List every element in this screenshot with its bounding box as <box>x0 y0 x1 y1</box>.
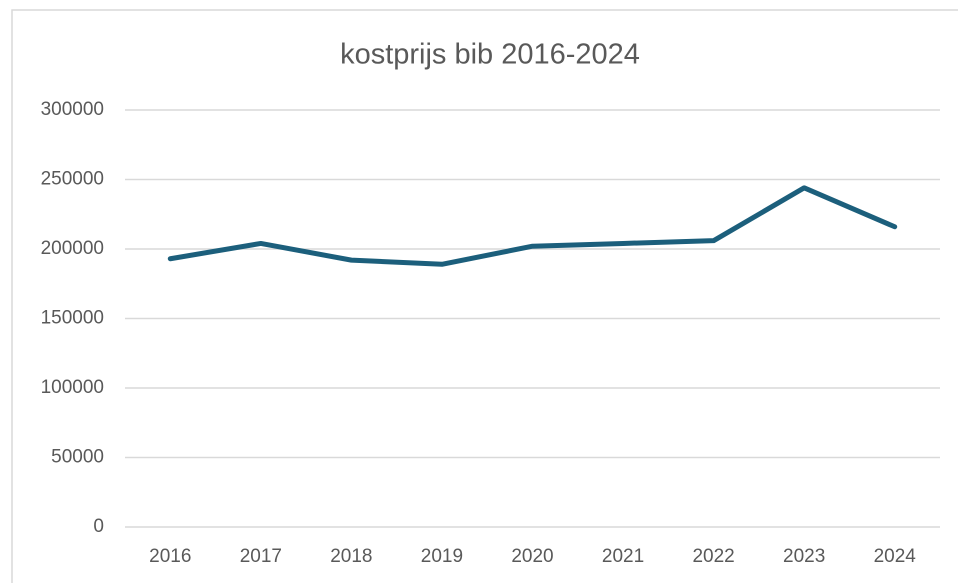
chart-title: kostprijs bib 2016-2024 <box>340 39 640 71</box>
x-tick-label: 2020 <box>511 546 553 567</box>
y-tick-label: 100000 <box>41 377 104 398</box>
x-tick-label: 2019 <box>421 546 463 567</box>
x-tick-label: 2022 <box>692 546 734 567</box>
y-tick-label: 50000 <box>51 447 104 468</box>
x-tick-label: 2023 <box>783 546 825 567</box>
y-tick-label: 150000 <box>41 308 104 329</box>
y-tick-label: 300000 <box>41 99 104 120</box>
y-tick-label: 250000 <box>41 169 104 190</box>
y-tick-label: 200000 <box>41 238 104 259</box>
chart-frame <box>11 9 958 583</box>
x-tick-label: 2024 <box>874 546 917 567</box>
x-tick-label: 2016 <box>149 546 191 567</box>
data-line <box>167 185 898 267</box>
x-tick-label: 2018 <box>330 546 372 567</box>
y-tick-label: 0 <box>93 516 104 537</box>
x-tick-label: 2017 <box>240 546 282 567</box>
x-tick-label: 2021 <box>602 546 644 567</box>
